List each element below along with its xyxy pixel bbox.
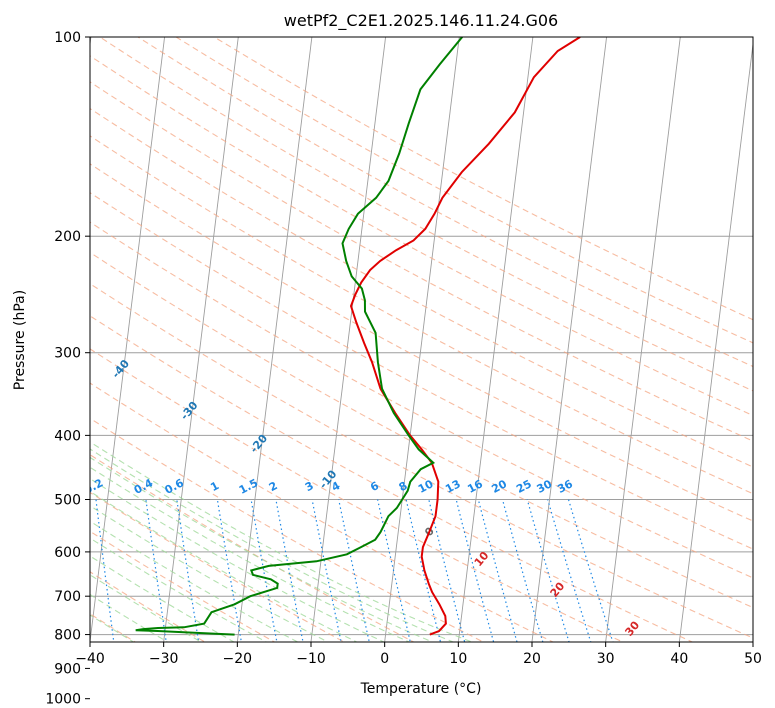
y-tick-label: 300	[54, 346, 81, 362]
mixing-ratio-line	[377, 499, 411, 642]
mixing-ratio-line	[428, 499, 466, 642]
y-axis-label: Pressure (hPa)	[12, 290, 28, 390]
plot-frame	[89, 36, 754, 643]
x-tick-label: 40	[670, 651, 688, 667]
moist-adiabat-line	[90, 520, 299, 642]
moist-adiabat-line	[90, 593, 169, 642]
mixing-ratio-line	[338, 499, 370, 642]
mixing-ratio-label: 16	[465, 477, 485, 496]
moist-adiabat-line	[90, 537, 268, 642]
mixing-ratio-label: 36	[555, 477, 575, 496]
mixing-ratio-line	[501, 499, 544, 642]
mixing-ratio-label: 10	[416, 477, 436, 496]
moist-adiabat-line	[90, 505, 330, 642]
mixing-ratio-label: 25	[514, 477, 534, 496]
y-tick-label: 400	[54, 428, 81, 444]
x-tick-label: −40	[75, 651, 105, 667]
dry-adiabat-line	[98, 37, 753, 392]
dewpoint-profile	[135, 37, 463, 636]
y-tick-label: 800	[54, 628, 81, 644]
y-tick-label: 700	[54, 589, 81, 605]
x-tick-label: 50	[744, 651, 762, 667]
dry-adiabat-line	[136, 37, 753, 368]
mixing-ratio-label: 1.5	[237, 476, 260, 497]
chart-title: wetPf2_C2E1.2025.146.11.24.G06	[284, 11, 558, 31]
adiabat-label: -50	[41, 315, 64, 339]
mixing-ratio-line	[455, 499, 495, 642]
mixing-ratio-label: 0.2	[82, 476, 105, 497]
y-tick-label: 600	[54, 545, 81, 561]
dry-adiabat-line	[90, 382, 555, 642]
mixing-ratio-line	[176, 499, 200, 642]
mixing-ratio-label: 1	[208, 479, 221, 494]
isotherm-line	[384, 37, 460, 642]
mixing-ratio-label: 3	[303, 479, 316, 494]
isotherm-line	[163, 37, 239, 642]
y-tick-label: 200	[54, 229, 81, 245]
moist-adiabat-line	[90, 441, 474, 642]
x-axis-label: Temperature (°C)	[360, 681, 482, 697]
dry-adiabat-line	[90, 348, 624, 642]
temperature-profile	[349, 37, 581, 636]
mixing-ratio-line	[275, 499, 304, 642]
mixing-ratio-line	[405, 499, 442, 642]
isotherm-line	[531, 37, 608, 642]
dry-adiabat-line	[90, 315, 694, 642]
adiabat-label: -30	[178, 399, 201, 423]
moist-adiabat-line	[90, 614, 135, 642]
moist-adiabat-line	[90, 456, 434, 642]
mixing-ratio-line	[567, 499, 614, 642]
adiabat-label: -40	[109, 357, 132, 381]
x-tick-label: 30	[597, 651, 615, 667]
moist-adiabat-line	[90, 466, 411, 642]
isotherm-line	[90, 37, 166, 642]
dry-adiabat-line	[90, 454, 415, 642]
x-tick-label: −30	[149, 651, 179, 667]
moist-adiabat-line	[90, 477, 386, 642]
x-tick-label: −20	[223, 651, 253, 667]
mixing-ratio-label: 20	[489, 477, 509, 496]
x-tick-label: 0	[380, 651, 389, 667]
isotherm-line	[310, 37, 387, 642]
mixing-ratio-line	[311, 499, 342, 642]
adiabat-label: 20	[548, 580, 568, 600]
mixing-ratio-line	[526, 499, 570, 642]
y-tick-label: 900	[54, 661, 81, 677]
adiabat-label: 40	[697, 662, 717, 682]
dry-adiabat-line	[90, 571, 206, 642]
y-tick-label: 500	[54, 493, 81, 509]
mixing-ratio-line	[95, 499, 115, 642]
isotherm-line	[457, 37, 534, 642]
mixing-ratio-line	[250, 499, 278, 642]
x-tick-label: 20	[523, 651, 541, 667]
x-tick-label: 10	[449, 651, 467, 667]
y-tick-label: 1000	[45, 692, 81, 708]
mixing-ratio-line	[547, 499, 592, 642]
x-tick-label: −10	[296, 651, 326, 667]
y-tick-label: 100	[54, 30, 81, 46]
mixing-ratio-label: 0.6	[163, 476, 187, 497]
mixing-ratio-label: 30	[535, 477, 555, 496]
mixing-ratio-line	[477, 499, 518, 642]
adiabat-label: 30	[622, 618, 642, 638]
mixing-ratio-label: 13	[443, 477, 463, 496]
isotherm-line	[605, 37, 681, 642]
mixing-ratio-line	[145, 499, 167, 642]
isotherm-line	[678, 40, 753, 642]
